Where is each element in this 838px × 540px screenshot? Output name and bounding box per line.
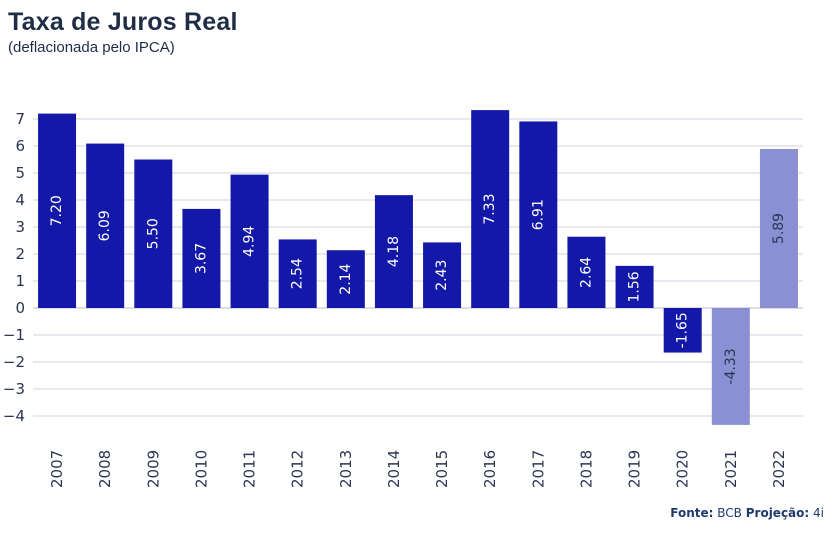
- x-tick-label: 2017: [529, 450, 547, 488]
- x-tick-label: 2014: [385, 450, 403, 488]
- bar: [519, 121, 558, 309]
- x-tick-label: 2007: [48, 450, 66, 488]
- x-tick-label: 2009: [144, 450, 162, 488]
- y-tick-label: −4: [3, 407, 25, 425]
- data-label: 7.33: [482, 193, 498, 224]
- data-label: 6.09: [97, 210, 113, 241]
- y-tick-label: 2: [15, 245, 25, 263]
- bar: [423, 242, 462, 308]
- y-tick-label: 6: [15, 137, 25, 155]
- y-tick-label: −1: [3, 326, 25, 344]
- data-label: 5.89: [771, 213, 787, 244]
- y-tick-label: −3: [3, 380, 25, 398]
- bar: [182, 208, 221, 308]
- bar: [759, 148, 798, 308]
- bar: [711, 308, 750, 425]
- data-label: 7.20: [49, 195, 65, 226]
- x-tick-label: 2019: [626, 450, 644, 488]
- data-label: 2.43: [434, 260, 450, 291]
- bar: [326, 250, 365, 308]
- data-label: -4.33: [723, 348, 739, 384]
- y-tick-label: 7: [15, 110, 25, 128]
- x-axis-ticks: 2007 2008 2009 2010 2011 2012 2013 2014 2015 2016…: [48, 450, 788, 488]
- x-tick-label: 2010: [192, 450, 210, 488]
- data-label: 2.14: [338, 263, 354, 294]
- data-label: 2.54: [290, 258, 306, 289]
- y-tick-label: 4: [15, 191, 25, 209]
- y-axis-ticks: 7 6 5 4 3 2 1 0 −1 −2 −3 −4: [3, 110, 25, 425]
- projection-value: 4i: [813, 506, 824, 520]
- projection-label: Projeção:: [745, 506, 810, 520]
- data-label: 3.67: [193, 243, 209, 274]
- source-label: Fonte:: [670, 506, 714, 520]
- y-tick-label: 3: [15, 218, 25, 236]
- x-tick-label: 2015: [433, 450, 451, 488]
- bar: [663, 308, 702, 353]
- x-tick-label: 2016: [481, 450, 499, 488]
- bar: [374, 195, 413, 308]
- x-tick-label: 2012: [289, 450, 307, 488]
- bar: [567, 236, 606, 308]
- bars: 7.20 6.09 5.50 3.67 4.94 2.54 2.14 4.18 2.43 7.33…: [38, 110, 798, 425]
- data-label: 5.50: [145, 218, 161, 249]
- bar: [230, 174, 269, 308]
- source-footer: Fonte: BCB Projeção: 4i: [670, 506, 824, 520]
- x-tick-label: 2008: [96, 450, 114, 488]
- x-tick-label: 2021: [722, 450, 740, 488]
- chart-subtitle: (deflacionada pelo IPCA): [8, 39, 175, 56]
- data-label: 2.64: [578, 257, 594, 288]
- bar: [134, 159, 173, 308]
- y-tick-label: 0: [15, 299, 25, 317]
- x-tick-label: 2011: [241, 450, 259, 488]
- data-label: 4.94: [242, 226, 258, 257]
- y-tick-label: 5: [15, 164, 25, 182]
- bar: [86, 143, 125, 308]
- data-label: 4.18: [386, 236, 402, 267]
- x-tick-label: 2013: [337, 450, 355, 488]
- bar: [471, 110, 510, 308]
- y-tick-label: −2: [3, 353, 25, 371]
- bar: [38, 113, 77, 308]
- data-label: 1.56: [627, 271, 643, 302]
- x-tick-label: 2018: [577, 450, 595, 488]
- source-value: BCB: [717, 506, 742, 520]
- x-tick-label: 2022: [770, 450, 788, 488]
- x-tick-label: 2020: [674, 450, 692, 488]
- bar: [278, 239, 317, 308]
- bar: [615, 265, 654, 308]
- chart-title: Taxa de Juros Real: [8, 8, 238, 36]
- y-tick-label: 1: [15, 272, 25, 290]
- data-label: -1.65: [675, 312, 691, 348]
- data-label: 6.91: [530, 199, 546, 230]
